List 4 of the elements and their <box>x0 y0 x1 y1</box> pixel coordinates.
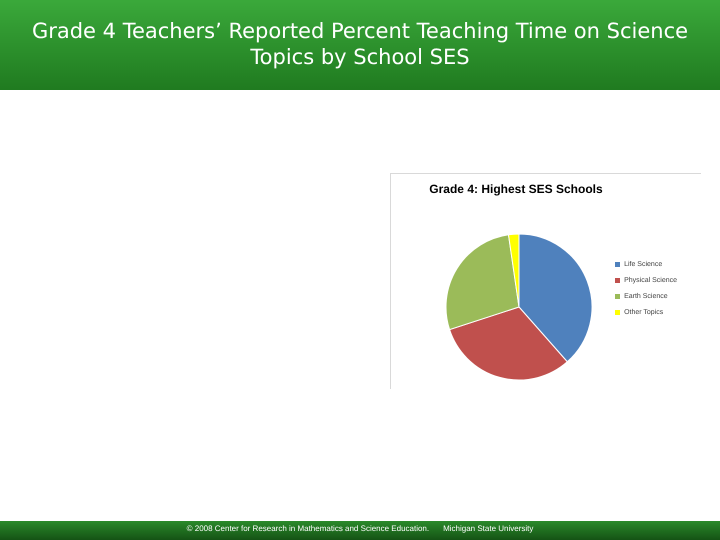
text: © 2008 Center for Research in Mathematics and Science Education. <box>186 524 430 533</box>
text: Michigan State University <box>443 524 534 533</box>
chart-subtitle: Grade 4: Highest SES Schools <box>428 182 604 196</box>
chart-title: Grade 4 Teachers’ Reported Percent Teaching Time on Science Topics by School SES <box>30 18 690 70</box>
